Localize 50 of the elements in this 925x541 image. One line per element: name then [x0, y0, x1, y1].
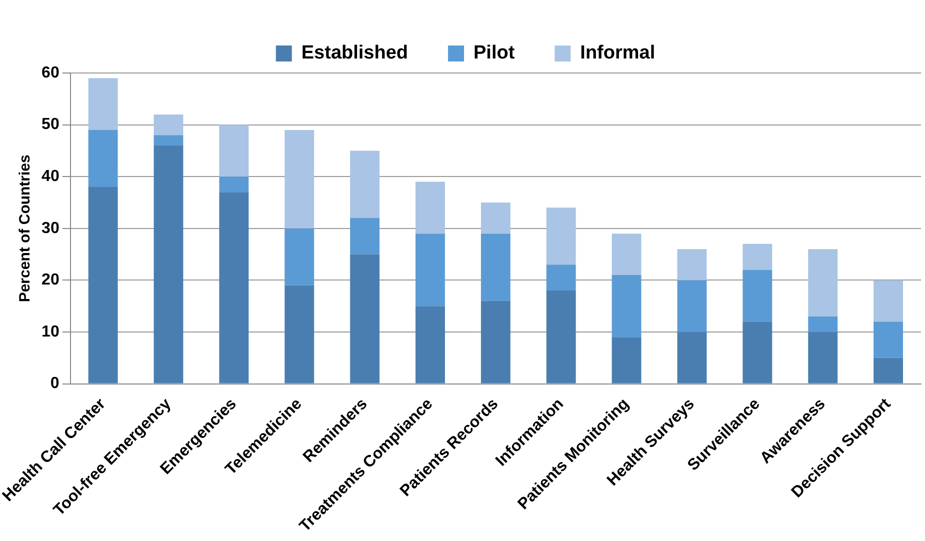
- bar: [677, 332, 707, 384]
- bar: [874, 322, 904, 358]
- bar: [350, 218, 380, 254]
- bar: [808, 249, 838, 316]
- bar: [808, 332, 838, 384]
- y-tick-label: 10: [42, 323, 60, 340]
- legend-label: Informal: [580, 42, 656, 64]
- bar: [677, 249, 707, 280]
- bar: [350, 150, 380, 218]
- bar: [416, 234, 445, 306]
- bar: [874, 358, 904, 384]
- bar: [154, 146, 184, 384]
- bar: [546, 208, 576, 265]
- bar: [677, 280, 707, 332]
- y-tick-label: 0: [50, 375, 60, 392]
- bar: [416, 182, 445, 234]
- bar: [808, 316, 838, 332]
- y-axis-title: Percent of Countries: [16, 154, 34, 302]
- bar: [219, 124, 249, 177]
- bar: [480, 202, 510, 234]
- bar: [480, 300, 510, 384]
- y-tick-label: 60: [42, 64, 60, 82]
- bar: [284, 285, 314, 384]
- y-tick-label: 50: [42, 116, 60, 134]
- bar: [88, 130, 118, 187]
- bar: [480, 234, 510, 301]
- y-tick-label: 20: [42, 272, 60, 289]
- bar: [219, 192, 249, 384]
- bar: [546, 290, 576, 384]
- y-tick-label: 30: [42, 220, 60, 237]
- bar: [284, 130, 314, 228]
- bar: [154, 135, 184, 146]
- bar: [612, 275, 642, 338]
- bar: [874, 280, 904, 322]
- bar: [416, 306, 445, 384]
- bar: [546, 264, 576, 291]
- bar: [154, 114, 184, 136]
- bar: [219, 176, 249, 192]
- bar: [88, 78, 118, 130]
- legend-label: Established: [301, 42, 408, 64]
- bar: [742, 244, 772, 270]
- bar: [612, 234, 642, 276]
- bar: [612, 337, 642, 384]
- bar: [284, 228, 314, 286]
- bar: [742, 322, 772, 384]
- bar: [350, 254, 380, 384]
- y-tick-label: 40: [42, 168, 60, 186]
- legend-label: Pilot: [474, 42, 516, 64]
- bar: [88, 186, 118, 384]
- bar: [742, 270, 772, 322]
